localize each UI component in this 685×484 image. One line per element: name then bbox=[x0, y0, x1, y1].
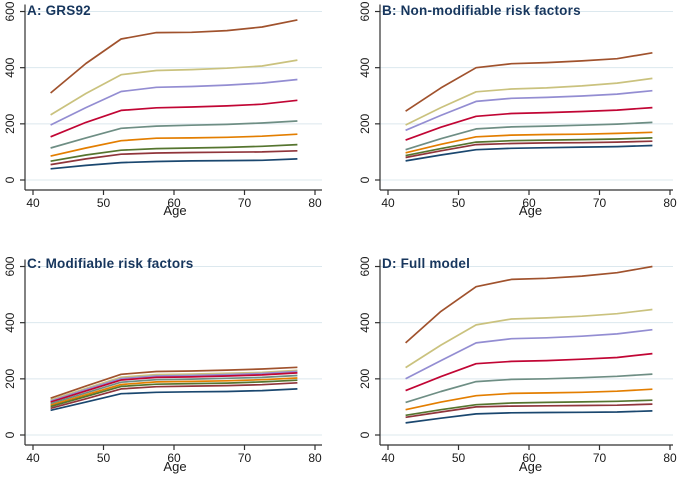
y-tick-label-200: 200 bbox=[358, 114, 372, 134]
series-line-navy bbox=[50, 158, 298, 170]
x-tick-label-70: 70 bbox=[238, 451, 252, 465]
x-tick-label-60: 60 bbox=[522, 451, 536, 465]
series-line-sienna bbox=[50, 366, 298, 400]
x-tick-label-60: 60 bbox=[167, 196, 181, 210]
series-line-cranberry bbox=[405, 106, 653, 141]
series-line-dkorange bbox=[50, 377, 298, 407]
panel-full-model-plot: 0 200 400 600 40 50 60 70 80 bbox=[358, 256, 677, 465]
y-tick-label-400: 400 bbox=[358, 312, 372, 332]
x-tick-label-50: 50 bbox=[452, 196, 466, 210]
y-tick-label-600: 600 bbox=[358, 256, 372, 276]
x-tick-label-50: 50 bbox=[97, 196, 111, 210]
series-line-navy bbox=[405, 144, 653, 162]
y-tick-label-600: 600 bbox=[3, 256, 17, 276]
panel-grs92: 0 200 400 600 40 50 60 70 80 A: GRS92 Age bbox=[0, 0, 342, 242]
series-line-khaki bbox=[50, 59, 298, 116]
x-tick-label-50: 50 bbox=[97, 451, 111, 465]
x-tick-label-40: 40 bbox=[26, 196, 40, 210]
series-line-cranberry bbox=[405, 352, 653, 392]
series-line-navy bbox=[50, 388, 298, 412]
series-line-forest-green bbox=[405, 137, 653, 157]
series-line-lavender bbox=[50, 370, 298, 402]
x-axis-label: Age bbox=[163, 459, 187, 474]
panel-full-model: 0 200 400 600 40 50 60 70 80 D: Full model Age bbox=[342, 242, 685, 484]
x-tick-label-80: 80 bbox=[663, 451, 677, 465]
series-line-maroon bbox=[50, 381, 298, 410]
series-line-teal bbox=[405, 373, 653, 404]
panel-grs92-plot: 0 200 400 600 40 50 60 70 80 bbox=[3, 1, 322, 210]
series-line-teal bbox=[50, 374, 298, 405]
y-tick-label-400: 400 bbox=[3, 312, 17, 332]
series-line-maroon bbox=[405, 403, 653, 419]
y-tick-label-200: 200 bbox=[358, 369, 372, 389]
series-line-sienna bbox=[405, 265, 653, 344]
series-line-khaki bbox=[50, 369, 298, 401]
x-tick-label-70: 70 bbox=[593, 451, 607, 465]
series-line-lavender bbox=[50, 78, 298, 126]
y-tick-label-400: 400 bbox=[3, 57, 17, 77]
x-tick-label-50: 50 bbox=[452, 451, 466, 465]
panel-title: C: Modifiable risk factors bbox=[27, 256, 194, 271]
series-line-maroon bbox=[405, 140, 653, 159]
y-tick-label-200: 200 bbox=[3, 114, 17, 134]
x-tick-label-80: 80 bbox=[308, 196, 322, 210]
series-line-sienna bbox=[50, 19, 298, 94]
y-tick-label-600: 600 bbox=[358, 1, 372, 21]
series-line-forest-green bbox=[50, 143, 298, 163]
series-line-teal bbox=[405, 121, 653, 151]
series-line-sienna bbox=[405, 51, 653, 112]
series-line-lavender bbox=[405, 89, 653, 132]
x-tick-label-70: 70 bbox=[238, 196, 252, 210]
x-tick-label-40: 40 bbox=[381, 451, 395, 465]
panel-title: D: Full model bbox=[382, 256, 471, 271]
y-tick-label-0: 0 bbox=[3, 431, 17, 438]
panel-title: A: GRS92 bbox=[27, 3, 91, 18]
panel-non-modifiable: 0 200 400 600 40 50 60 70 80 B: Non-modifiable r… bbox=[342, 0, 685, 242]
x-tick-label-80: 80 bbox=[663, 196, 677, 210]
x-axis-label: Age bbox=[518, 459, 543, 474]
x-tick-label-80: 80 bbox=[308, 451, 322, 465]
series-line-lavender bbox=[405, 328, 653, 380]
series-line-cranberry bbox=[50, 99, 298, 138]
series-line-dkorange bbox=[405, 388, 653, 411]
x-axis-label: Age bbox=[518, 203, 543, 218]
y-tick-label-0: 0 bbox=[358, 176, 372, 183]
y-tick-label-0: 0 bbox=[358, 431, 372, 438]
panel-modifiable-plot: 0 200 400 600 40 50 60 70 80 bbox=[3, 256, 322, 465]
series-line-teal bbox=[50, 120, 298, 149]
y-tick-label-200: 200 bbox=[3, 369, 17, 389]
panel-title: B: Non-modifiable risk factors bbox=[382, 3, 581, 18]
x-axis-label: Age bbox=[163, 203, 187, 218]
x-tick-label-40: 40 bbox=[381, 196, 395, 210]
series-line-dkorange bbox=[50, 133, 298, 157]
series-line-dkorange bbox=[405, 131, 653, 154]
x-tick-label-60: 60 bbox=[167, 451, 181, 465]
series-line-cranberry bbox=[50, 372, 298, 403]
panel-non-modifiable-plot: 0 200 400 600 40 50 60 70 80 bbox=[358, 1, 677, 210]
x-tick-label-60: 60 bbox=[522, 196, 536, 210]
series-line-khaki bbox=[405, 308, 653, 369]
y-tick-label-400: 400 bbox=[358, 57, 372, 77]
x-tick-label-70: 70 bbox=[593, 196, 607, 210]
series-line-khaki bbox=[405, 77, 653, 126]
y-tick-label-0: 0 bbox=[3, 176, 17, 183]
series-line-forest-green bbox=[405, 399, 653, 417]
series-line-navy bbox=[405, 410, 653, 424]
panel-modifiable: 0 200 400 600 40 50 60 70 80 C: Modifiable risk … bbox=[0, 242, 342, 484]
series-line-forest-green bbox=[50, 379, 298, 408]
series-line-maroon bbox=[50, 149, 298, 166]
x-tick-label-40: 40 bbox=[26, 451, 40, 465]
y-tick-label-600: 600 bbox=[3, 1, 17, 21]
